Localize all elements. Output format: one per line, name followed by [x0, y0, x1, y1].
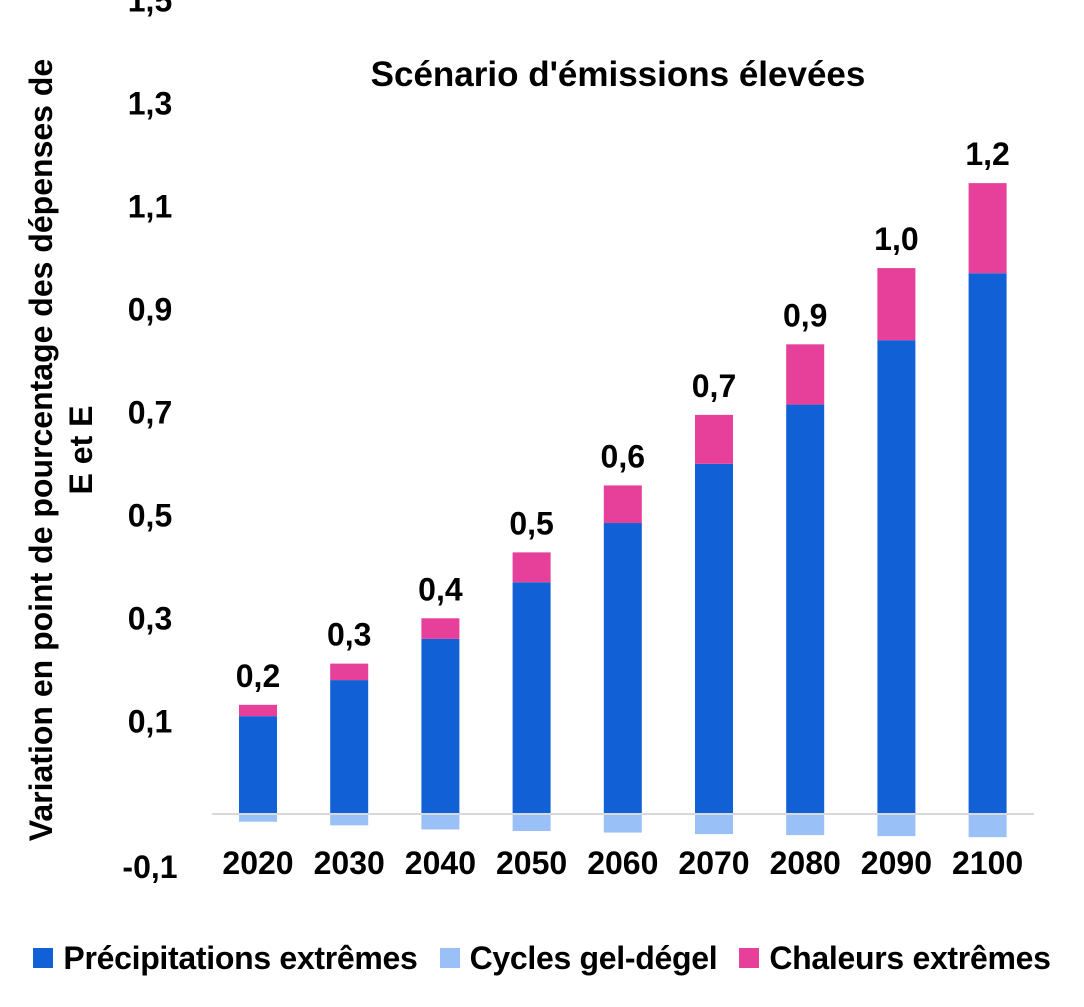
bar-chaleurs-extremes: [786, 344, 825, 405]
bar-precipitations-extremes: [421, 638, 460, 814]
y-tick-label: -0,1: [122, 849, 177, 885]
bar-cycles-gel-degel: [421, 814, 460, 830]
y-axis-title-line: Variation en point de pourcentage des dé…: [23, 59, 59, 841]
legend-label-gel-degel: Cycles gel-dégel: [469, 939, 718, 976]
x-tick-label: 2080: [770, 845, 841, 881]
bar-precipitations-extremes: [786, 404, 825, 814]
y-tick-label: 1,3: [128, 86, 172, 122]
x-tick-label: 2030: [314, 845, 385, 881]
legend-label-chaleurs: Chaleurs extrêmes: [769, 939, 1051, 976]
total-label: 0,2: [236, 658, 280, 694]
y-tick-label: 0,5: [128, 498, 172, 534]
total-label: 1,0: [874, 221, 918, 257]
bar-cycles-gel-degel: [877, 814, 916, 837]
chart-svg: Scénario d'émissions élevées Variation e…: [23, 0, 1034, 885]
total-label: 0,6: [601, 438, 645, 474]
y-tick-label: 0,7: [128, 395, 172, 431]
x-tick-label: 2090: [861, 845, 932, 881]
bar-precipitations-extremes: [603, 523, 642, 814]
bar-chaleurs-extremes: [603, 485, 642, 524]
y-tick-label: 0,1: [128, 704, 172, 740]
x-tick-label: 2060: [587, 845, 658, 881]
bar-chaleurs-extremes: [877, 268, 916, 341]
total-label: 0,4: [418, 571, 463, 607]
x-tick-label: 2050: [496, 845, 567, 881]
bar-cycles-gel-degel: [786, 814, 825, 836]
legend-item-chaleurs: Chaleurs extrêmes: [739, 939, 1051, 977]
bar-precipitations-extremes: [330, 680, 369, 814]
y-axis-title-line: E et E: [63, 406, 99, 495]
y-tick-label: 1,1: [128, 189, 172, 225]
legend-swatch-precipitations: [33, 948, 54, 968]
y-tick-label: 0,3: [128, 601, 172, 637]
x-tick-label: 2100: [952, 845, 1023, 881]
bar-precipitations-extremes: [512, 582, 551, 814]
bar-cycles-gel-degel: [603, 814, 642, 833]
y-tick-label: 1,5: [128, 0, 172, 19]
bar-precipitations-extremes: [968, 273, 1007, 814]
legend-item-precipitations: Précipitations extrêmes: [33, 939, 418, 977]
total-label: 0,9: [783, 297, 827, 333]
legend-label-precipitations: Précipitations extrêmes: [63, 939, 418, 976]
total-label: 0,3: [327, 617, 371, 653]
bars: [239, 183, 1007, 838]
total-label: 1,2: [965, 136, 1009, 172]
bar-precipitations-extremes: [239, 716, 277, 814]
bar-chaleurs-extremes: [695, 414, 733, 464]
chart-title: Scénario d'émissions élevées: [371, 55, 866, 94]
x-axis-ticks: 2020 2030 2040 2050 2060 2070 2080 2090 2100: [222, 845, 1023, 881]
legend-swatch-gel-degel: [439, 948, 460, 968]
bar-precipitations-extremes: [877, 340, 916, 814]
x-tick-label: 2040: [405, 845, 476, 881]
bar-chaleurs-extremes: [421, 618, 460, 639]
total-label: 0,5: [509, 505, 553, 541]
bar-chaleurs-extremes: [330, 663, 369, 681]
bar-cycles-gel-degel: [239, 814, 277, 822]
bar-chaleurs-extremes: [512, 552, 551, 583]
bar-cycles-gel-degel: [695, 814, 733, 835]
y-axis-title: Variation en point de pourcentage des dé…: [23, 59, 99, 841]
y-tick-label: 0,9: [128, 292, 172, 328]
bar-chaleurs-extremes: [968, 183, 1007, 274]
bar-cycles-gel-degel: [968, 814, 1007, 838]
x-tick-label: 2020: [222, 845, 293, 881]
bar-cycles-gel-degel: [512, 814, 551, 831]
bar-precipitations-extremes: [695, 463, 733, 814]
bar-chaleurs-extremes: [239, 704, 277, 717]
bar-cycles-gel-degel: [330, 814, 369, 826]
total-label: 0,7: [692, 368, 736, 404]
y-axis-ticks: 1,5 1,3 1,1 0,9 0,7 0,5 0,3 0,1 -0,1: [122, 0, 177, 885]
legend-item-gel-degel: Cycles gel-dégel: [439, 939, 718, 977]
total-labels: 0,2 0,3 0,4 0,5 0,6 0,7 0,9 1,0 1,2: [236, 136, 1010, 694]
legend-swatch-chaleurs: [739, 948, 760, 968]
legend: Précipitations extrêmes Cycles gel-dégel…: [0, 934, 1084, 982]
x-tick-label: 2070: [678, 845, 749, 881]
